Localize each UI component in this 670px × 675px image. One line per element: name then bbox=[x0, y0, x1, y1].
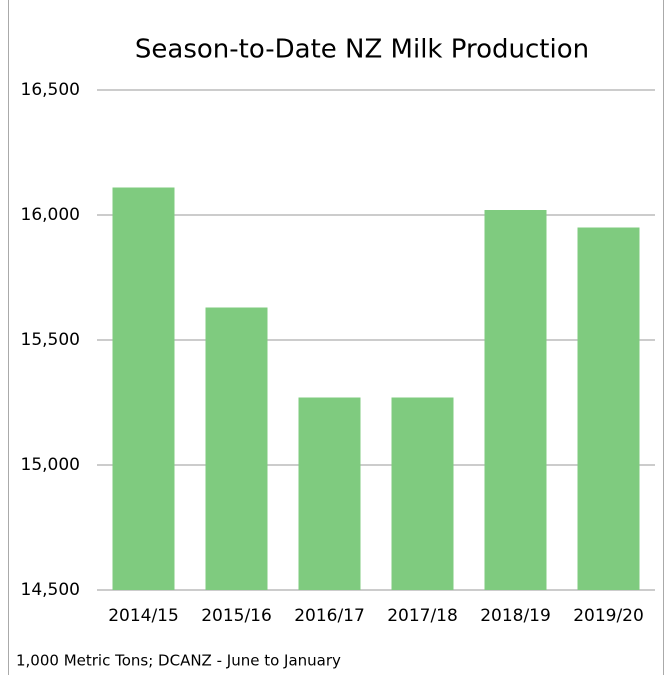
x-tick-label: 2015/16 bbox=[201, 606, 272, 626]
bar bbox=[391, 397, 454, 590]
bar bbox=[205, 307, 268, 590]
y-tick-label: 16,000 bbox=[21, 205, 80, 225]
x-tick-label: 2017/18 bbox=[387, 606, 458, 626]
bar bbox=[112, 187, 175, 590]
x-tick-label: 2018/19 bbox=[480, 606, 551, 626]
chart-title: Season-to-Date NZ Milk Production bbox=[135, 35, 589, 65]
footnote: 1,000 Metric Tons; DCANZ - June to Janua… bbox=[16, 652, 341, 670]
x-tick-label: 2014/15 bbox=[108, 606, 179, 626]
chart-frame bbox=[8, 0, 664, 675]
y-tick-label: 16,500 bbox=[21, 80, 80, 100]
bar bbox=[484, 210, 547, 590]
y-tick-label: 14,500 bbox=[21, 580, 80, 600]
y-tick-label: 15,000 bbox=[21, 455, 80, 475]
bar bbox=[577, 227, 640, 590]
x-tick-label: 2019/20 bbox=[573, 606, 644, 626]
x-tick-label: 2016/17 bbox=[294, 606, 365, 626]
y-tick-label: 15,500 bbox=[21, 330, 80, 350]
bar bbox=[298, 397, 361, 590]
